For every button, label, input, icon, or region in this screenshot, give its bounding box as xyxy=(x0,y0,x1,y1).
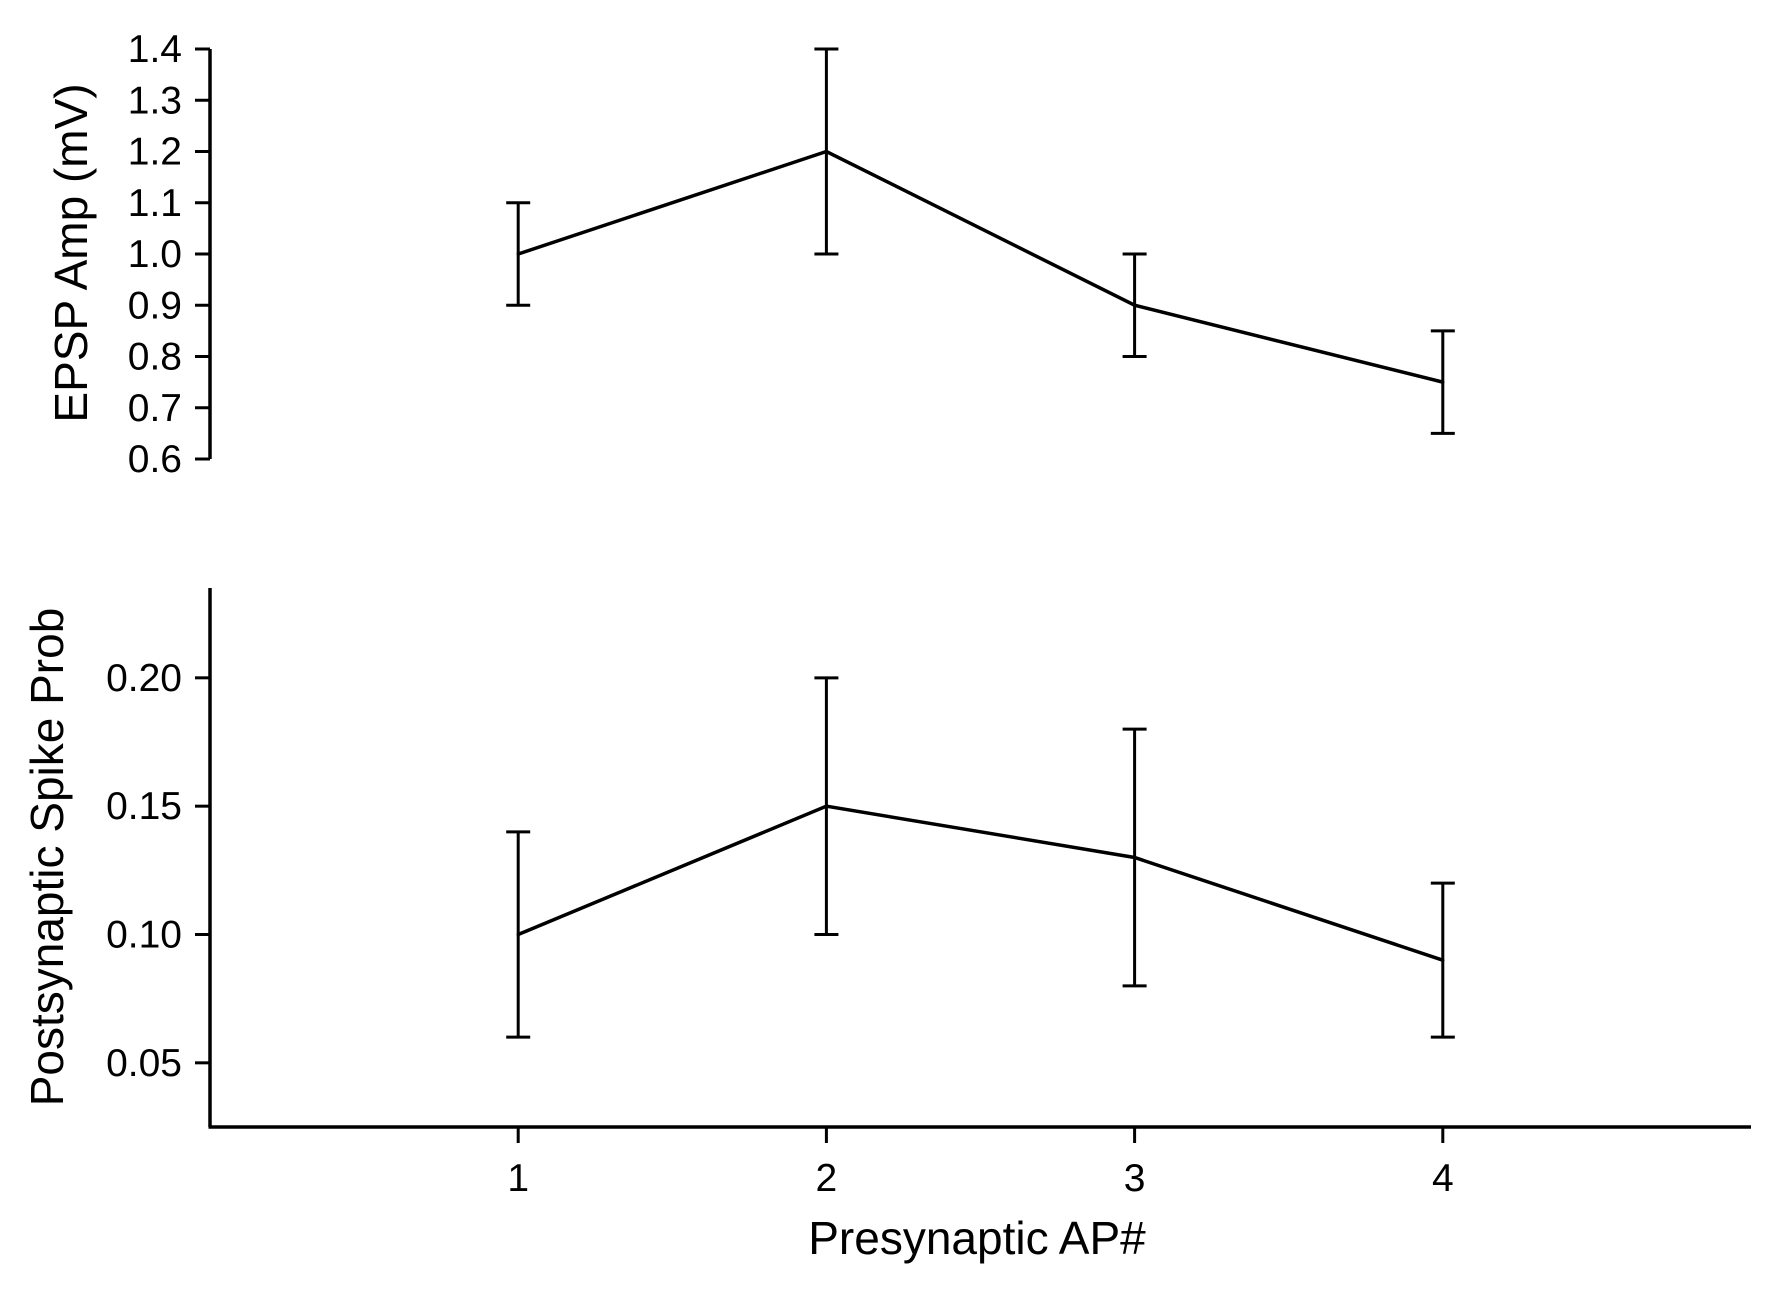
spike-prob-data-point xyxy=(824,804,829,808)
epsp-data-point xyxy=(516,252,520,256)
spike-prob-y-tick-label: 0.05 xyxy=(106,1042,182,1085)
epsp-series-line xyxy=(517,149,1444,384)
epsp-y-axis-title: EPSP Amp (mV) xyxy=(45,83,97,422)
epsp-y-tick-label: 0.7 xyxy=(128,387,182,430)
x-axis-title: Presynaptic AP# xyxy=(808,1212,1146,1264)
x-tick-label: 4 xyxy=(1432,1157,1454,1200)
epsp-y-tick-label: 1.1 xyxy=(128,182,182,225)
epsp-y-tick-label: 0.9 xyxy=(128,284,182,327)
epsp-y-tick-label: 1.4 xyxy=(128,28,182,71)
x-tick-label: 2 xyxy=(816,1157,838,1200)
spike-prob-data-point xyxy=(1441,958,1445,962)
epsp-data-point xyxy=(1133,303,1137,307)
spike-prob-panel: Postsynaptic Spike Prob Presynaptic AP# … xyxy=(21,588,1751,1264)
epsp-y-tick-label: 0.6 xyxy=(128,438,182,481)
epsp-y-tick-label: 1.0 xyxy=(128,233,182,276)
epsp-panel: EPSP Amp (mV) 0.6 0.7 0.8 0.9 1.0 1.1 1.2 1.3 1.… xyxy=(45,28,1455,481)
epsp-y-tick-label: 1.3 xyxy=(128,79,182,122)
spike-prob-y-tick-label: 0.10 xyxy=(106,914,182,957)
spike-prob-y-tick-label: 0.20 xyxy=(106,657,182,700)
epsp-data-point xyxy=(824,149,829,154)
spike-prob-data-point xyxy=(516,932,520,937)
spike-prob-y-axis-title: Postsynaptic Spike Prob xyxy=(21,608,73,1107)
x-tick-label: 1 xyxy=(507,1157,529,1200)
epsp-data-point xyxy=(1441,380,1445,384)
spike-prob-data-point xyxy=(1133,855,1137,860)
x-tick-label: 3 xyxy=(1124,1157,1146,1200)
epsp-y-tick-label: 1.2 xyxy=(128,131,182,174)
epsp-y-tick-label: 0.8 xyxy=(128,336,182,379)
spike-prob-series-line xyxy=(517,804,1444,962)
spike-prob-y-tick-label: 0.15 xyxy=(106,785,182,828)
